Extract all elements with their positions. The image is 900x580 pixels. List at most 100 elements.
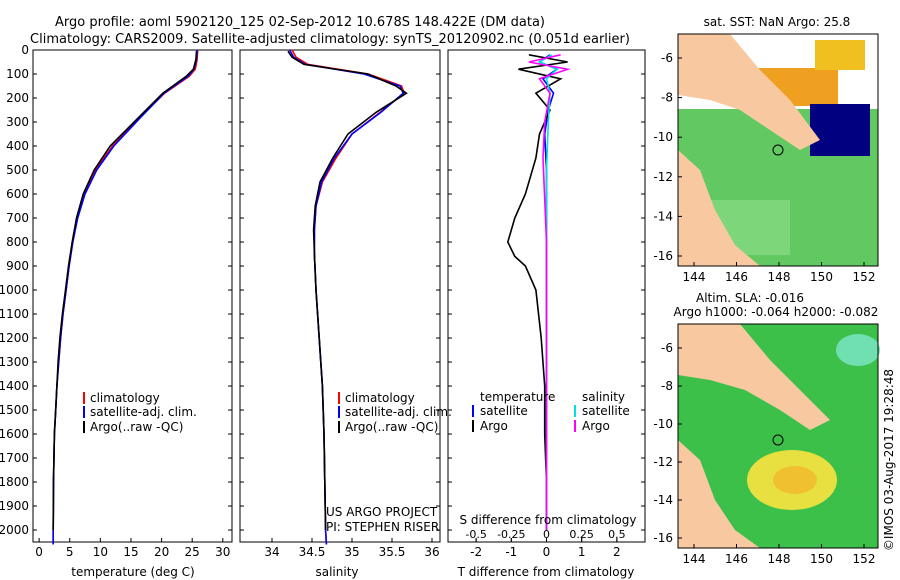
- x-tick-label: 34.5: [299, 545, 326, 559]
- sla-map-title-2: Argo h1000: -0.064 h2000: -0.082: [674, 305, 879, 319]
- lat-tick-label: -14: [653, 493, 673, 507]
- temperature-chart: 0 5 10 15 20 25 30: [33, 49, 232, 559]
- credits-project: US ARGO PROJECT: [326, 505, 438, 519]
- depth-tick-label: 700: [6, 211, 29, 225]
- sla-map-frame: [677, 323, 879, 549]
- depth-tick-label: 1300: [0, 355, 29, 369]
- x-tick-label: 34: [264, 545, 279, 559]
- sst-map-cold-patch: [810, 104, 870, 156]
- sst-map-land-australia: [678, 150, 760, 266]
- x-tick-label: 2: [613, 545, 621, 559]
- series-line-climatology: [291, 49, 405, 545]
- lat-tick-label: -6: [661, 51, 673, 65]
- depth-tick-label: 100: [6, 67, 29, 81]
- header-line-1: Argo profile: aoml 5902120_125 02-Sep-20…: [55, 15, 545, 30]
- depth-tick-label: 1600: [0, 427, 29, 441]
- legend-label-satellite: satellite-adj. clim.: [345, 405, 452, 419]
- x-tick-label: 20: [154, 545, 169, 559]
- depth-axis: 0 100 200 300 400 500 600 700 800 900 1000 1100 1200…: [0, 43, 29, 537]
- sla-map-title-1: Altim. SLA: -0.016: [696, 291, 804, 305]
- lon-tick-label: 150: [810, 270, 833, 284]
- salinity-chart: 34 34.5 35 35.5 36: [240, 49, 440, 559]
- x-tick-label: 1: [578, 545, 586, 559]
- sst-map-title: sat. SST: NaN Argo: 25.8: [704, 15, 851, 29]
- depth-tick-label: 1900: [0, 499, 29, 513]
- lat-tick-label: -8: [661, 379, 673, 393]
- legend-label-argo: Argo(..raw -QC): [90, 420, 183, 434]
- diff-legend-s-satellite: satellite: [582, 404, 630, 418]
- lon-tick-label: 148: [768, 552, 791, 566]
- x-tick-label: 25: [185, 545, 200, 559]
- credits-pi: PI: STEPHEN RISER: [326, 520, 439, 534]
- x-tick-label: 35: [344, 545, 359, 559]
- temperature-legend: climatology satellite-adj. clim. Argo(..…: [83, 391, 197, 434]
- series-line-satellite-adj-clim-: [288, 49, 405, 545]
- lat-tick-label: -6: [661, 341, 673, 355]
- sla-map-argo-location: [772, 434, 784, 446]
- x-tick-label: 0: [35, 545, 43, 559]
- sla-map-axes: -6 -8 -10 -12 -14 -16 144 146 148 150 152: [653, 341, 875, 566]
- sla-map-land-australia: [678, 440, 760, 548]
- series-line-satellite-adj-clim-: [52, 49, 198, 545]
- x-tick-label: 36: [424, 545, 439, 559]
- depth-tick-label: 400: [6, 139, 29, 153]
- legend-label-climatology: climatology: [90, 391, 160, 405]
- depth-tick-label: 1800: [0, 475, 29, 489]
- depth-tick-label: 1000: [0, 283, 29, 297]
- diff-legend-t-argo: Argo: [480, 419, 508, 433]
- salinity-legend: climatology satellite-adj. clim. Argo(..…: [338, 391, 452, 434]
- lat-tick-label: -16: [653, 531, 673, 545]
- series-line-temperature-argo: [506, 54, 568, 530]
- depth-tick-label: 1100: [0, 307, 29, 321]
- imos-watermark: ©IMOS 03-Aug-2017 19:28:48: [882, 369, 896, 551]
- lat-tick-label: -8: [661, 91, 673, 105]
- x-top-tick-label: 0.5: [608, 528, 626, 541]
- depth-tick-label: 1400: [0, 379, 29, 393]
- legend-label-climatology: climatology: [345, 391, 415, 405]
- sla-map-land-png: [678, 324, 830, 430]
- lat-tick-label: -10: [653, 417, 673, 431]
- diff-legend-s-argo: Argo: [582, 419, 610, 433]
- sst-map-warm-patch-2: [815, 40, 865, 70]
- x-tick-label: -2: [470, 545, 482, 559]
- depth-tick-label: 1500: [0, 403, 29, 417]
- lon-tick-label: 146: [725, 552, 748, 566]
- depth-tick-label: 500: [6, 163, 29, 177]
- diff-legend-t-satellite: satellite: [480, 404, 528, 418]
- sst-map: [677, 33, 879, 267]
- lat-tick-label: -12: [653, 170, 673, 184]
- legend-label-satellite: satellite-adj. clim.: [90, 405, 197, 419]
- depth-tick-label: 0: [21, 43, 29, 57]
- lon-tick-label: 146: [725, 270, 748, 284]
- depth-tick-label: 200: [6, 91, 29, 105]
- sst-map-axes: -6 -8 -10 -12 -14 -16 144 146 148 150 152: [653, 51, 875, 284]
- t-difference-axis-title: T difference from climatology: [457, 565, 635, 579]
- s-difference-axis-title: S difference from climatology: [460, 513, 637, 527]
- lat-tick-label: -14: [653, 209, 673, 223]
- lat-tick-label: -10: [653, 130, 673, 144]
- sst-map-frame: [677, 33, 879, 267]
- legend-label-argo: Argo(..raw -QC): [345, 420, 438, 434]
- lat-tick-label: -16: [653, 249, 673, 263]
- series-line-argo-raw-qc-: [52, 51, 198, 531]
- sla-map-yellow-core: [773, 466, 817, 494]
- sst-map-argo-location: [772, 144, 784, 156]
- difference-chart: -2 -1 0 1 2 -0.5 -0.25 0 0.25 0.5: [448, 49, 645, 559]
- x-tick-label: 15: [123, 545, 138, 559]
- lat-tick-label: -12: [653, 455, 673, 469]
- lon-tick-label: 144: [683, 270, 706, 284]
- x-top-tick-label: -0.25: [497, 528, 525, 541]
- lon-tick-label: 152: [853, 270, 876, 284]
- sst-map-land-png: [678, 34, 820, 150]
- sla-map: [677, 323, 880, 549]
- sla-map-cyan-anomaly: [836, 334, 880, 366]
- x-tick-label: -1: [505, 545, 517, 559]
- temperature-axis-title: temperature (deg C): [71, 565, 194, 579]
- lon-tick-label: 144: [683, 552, 706, 566]
- x-tick-label: 10: [93, 545, 108, 559]
- x-top-tick-label: -0.5: [465, 528, 486, 541]
- x-top-tick-label: 0: [543, 528, 550, 541]
- x-tick-label: 30: [215, 545, 230, 559]
- depth-tick-label: 900: [6, 259, 29, 273]
